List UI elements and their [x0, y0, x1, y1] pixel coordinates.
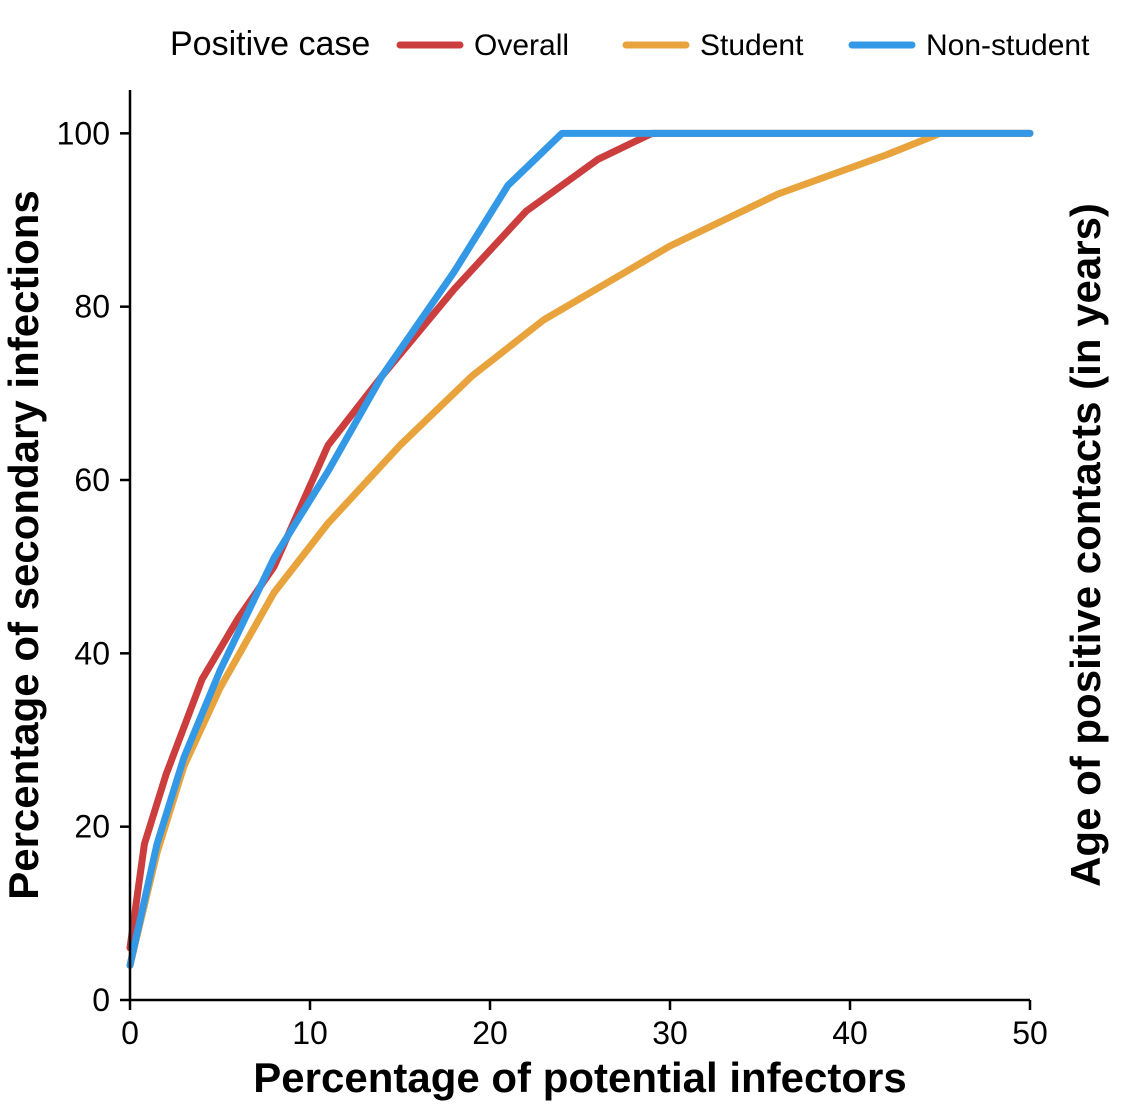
legend-label-non-student: Non-student — [926, 29, 1090, 62]
y-tick-label: 80 — [74, 289, 110, 325]
line-chart: 0 10 20 30 40 50 0 20 40 60 80 100 Percentage of pot… — [0, 0, 1124, 1106]
legend-label-student: Student — [700, 29, 804, 62]
legend-title: Positive case — [170, 25, 370, 63]
y-tick-label: 0 — [92, 982, 110, 1018]
x-axis-title: Percentage of potential infectors — [253, 1054, 906, 1101]
chart-container: 0 10 20 30 40 50 0 20 40 60 80 100 Percentage of pot… — [0, 0, 1124, 1106]
x-tick-label: 0 — [121, 1015, 139, 1051]
x-tick-label: 50 — [1012, 1015, 1048, 1051]
x-tick-label: 20 — [472, 1015, 508, 1051]
y-axis-right-title: Age of positive contacts (in years) — [1062, 203, 1109, 887]
y-tick-label: 100 — [57, 115, 110, 151]
y-tick-label: 40 — [74, 635, 110, 671]
x-tick-label: 10 — [292, 1015, 328, 1051]
y-axis-left-title: Percentage of secondary infections — [0, 190, 47, 900]
y-tick-label: 20 — [74, 809, 110, 845]
y-tick-label: 60 — [74, 462, 110, 498]
x-tick-label: 30 — [652, 1015, 688, 1051]
x-tick-label: 40 — [832, 1015, 868, 1051]
legend-label-overall: Overall — [474, 29, 569, 62]
